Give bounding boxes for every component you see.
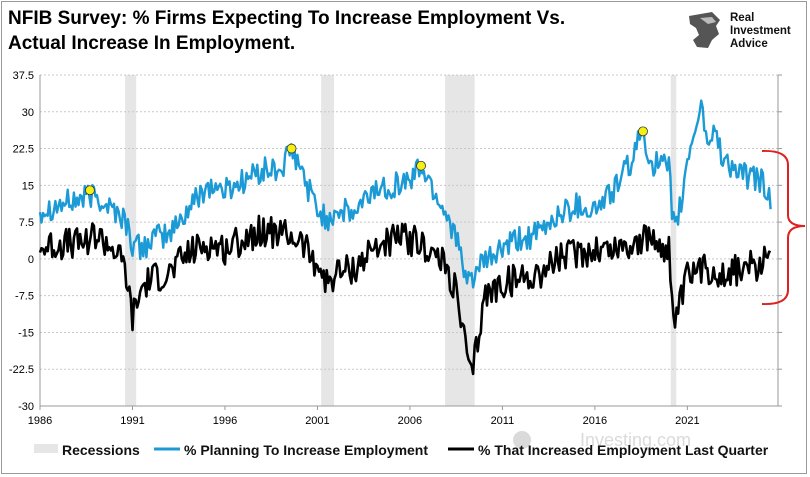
x-tick-label-6: 2016 [583, 415, 607, 427]
logo-line-2: Investment [730, 25, 791, 37]
x-tick-label-3: 2001 [305, 415, 329, 427]
watermark: Investing.com [513, 430, 691, 450]
logo-line-3: Advice [730, 38, 768, 50]
y-tick-label-6: -7.5 [15, 291, 34, 303]
y-tick-label-5: 0 [28, 254, 34, 266]
gridlines [39, 74, 782, 407]
legend-actual: % That Increased Employment Last Quarter [478, 442, 769, 458]
x-tick-label-5: 2011 [491, 415, 515, 427]
y-tick-label-1: 30 [22, 107, 34, 119]
logo: Real Investment Advice [689, 12, 791, 50]
peak-markers [85, 126, 648, 196]
recession-band-2 [445, 75, 475, 406]
x-tick-label-7: 2021 [675, 415, 699, 427]
peak-marker-1 [286, 143, 297, 154]
x-axis-ticks: 1986 1991 1996 2001 2006 2011 2016 2021 [28, 406, 700, 427]
recession-band-3 [670, 75, 677, 406]
legend-recession-swatch [34, 444, 58, 453]
series-lines [38, 99, 772, 376]
y-tick-label-3: 15 [22, 180, 34, 192]
y-tick-label-9: -30 [18, 401, 34, 413]
y-tick-label-8: -22.5 [9, 364, 34, 376]
x-tick-label-0: 1986 [28, 415, 52, 427]
eagle-head-icon [689, 12, 720, 48]
watermark-text: Investing.com [580, 430, 691, 450]
x-tick-label-4: 2006 [398, 415, 422, 427]
series-planning-line [38, 99, 772, 289]
y-tick-label-0: 37.5 [13, 70, 34, 82]
peak-marker-3 [638, 126, 648, 137]
legend-recessions: Recessions [62, 442, 140, 458]
peak-marker-0 [85, 185, 95, 196]
x-tick-label-2: 1996 [213, 415, 237, 427]
y-axis-ticks: 37.5 30 22.5 15 7.5 0 -7.5 -15 -22.5 -30 [9, 70, 34, 413]
y-tick-label-2: 22.5 [13, 144, 34, 156]
peak-marker-2 [416, 160, 426, 171]
legend-planning: % Planning To Increase Employment [184, 442, 428, 458]
x-tick-label-1: 1991 [120, 415, 144, 427]
chart-title: NFIB Survey: % Firms Expecting To Increa… [8, 8, 566, 54]
y-tick-label-4: 7.5 [19, 217, 34, 229]
recession-band-1 [321, 75, 335, 406]
red-bracket [761, 149, 806, 306]
y-tick-label-7: -15 [18, 327, 34, 339]
logo-line-1: Real [730, 12, 754, 24]
series-actual-line [38, 214, 772, 376]
legend: Recessions % Planning To Increase Employ… [34, 442, 769, 458]
